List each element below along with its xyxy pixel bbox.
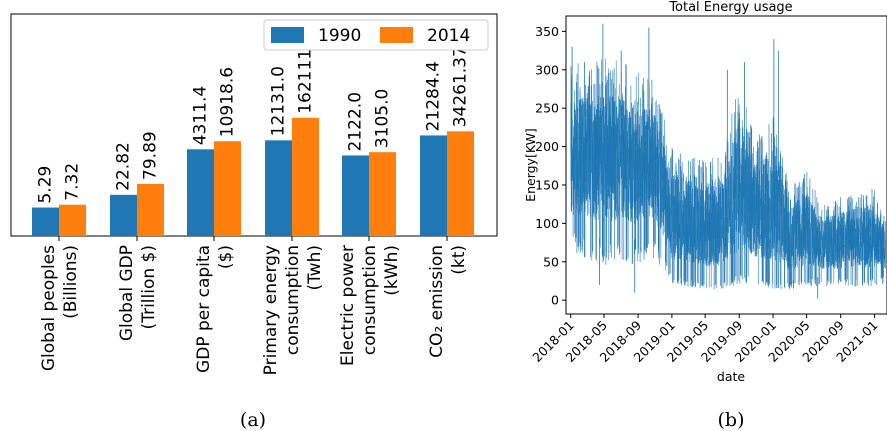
panel-b-caption: (b): [718, 409, 745, 431]
legend: 1990 2014: [263, 19, 489, 51]
category-label-4-1: consumption: [360, 245, 380, 355]
category-label-3-0: Primary energy: [261, 245, 281, 375]
bar-1990-4: [342, 155, 369, 236]
y-tick-label-350: 350: [535, 24, 559, 39]
bar-1990-0: [32, 207, 59, 236]
data-label-2014-1: 79.89: [141, 131, 161, 180]
bar-1990-3: [265, 140, 292, 236]
category-label-5-1: (kt): [449, 245, 469, 275]
panel-b-x-axis-label: date: [717, 369, 745, 384]
data-label-1990-4: 2122.0: [346, 92, 366, 151]
bar-2014-3: [292, 117, 319, 236]
data-label-2014-3: 162111.0: [296, 33, 316, 114]
data-label-2014-5: 34261.37: [451, 46, 471, 127]
bar-2014-1: [137, 183, 164, 236]
panel-a-axes-frame: [10, 13, 498, 237]
data-label-1990-5: 21284.4: [424, 61, 444, 131]
category-label-1-1: (Trillion $): [139, 245, 159, 329]
data-label-2014-2: 10918.6: [218, 67, 238, 137]
bar-1990-2: [187, 149, 214, 236]
legend-swatch-1990: [271, 27, 304, 43]
y-tick-label-0: 0: [551, 293, 559, 308]
panel-a-bars: [32, 117, 474, 236]
category-label-3-1: consumption: [283, 245, 303, 355]
panel-a-caption: (a): [240, 409, 266, 431]
energy-series-path: [570, 58, 886, 290]
bar-2014-4: [369, 152, 396, 236]
category-label-3-2: (Twh): [305, 245, 325, 291]
legend-label-1990: 1990: [318, 26, 361, 46]
data-label-2014-4: 3105.0: [373, 89, 393, 148]
bar-2014-5: [447, 131, 474, 236]
category-label-2-0: GDP per capita: [194, 245, 214, 373]
y-tick-label-300: 300: [535, 62, 559, 77]
bar-2014-0: [59, 204, 86, 236]
bar-2014-2: [214, 141, 241, 236]
legend-box: [263, 19, 489, 51]
data-label-2014-0: 7.32: [63, 163, 83, 201]
category-label-0-0: Global peoples: [39, 245, 59, 371]
panel-b: Total Energy usage 0 50 100 150 200 250 300 350…: [523, 0, 887, 431]
y-tick-label-200: 200: [535, 139, 559, 154]
category-label-4-0: Electric power: [338, 245, 358, 366]
category-label-1-0: Global GDP: [117, 245, 137, 341]
y-tick-label-100: 100: [535, 216, 559, 231]
panel-a-x-tick-labels: Global peoples (Billions) Global GDP (Trill…: [39, 236, 469, 375]
y-tick-label-150: 150: [535, 177, 559, 192]
y-tick-label-250: 250: [535, 101, 559, 116]
panel-b-x-ticks: 2018-012018-052018-092019-012019-052019-…: [529, 314, 881, 365]
category-label-2-1: ($): [216, 245, 236, 269]
panel-b-y-axis-label: Energy[KW]: [523, 128, 538, 202]
legend-swatch-2014: [380, 27, 413, 43]
panel-b-y-ticks: 0 50 100 150 200 250 300 350: [535, 24, 566, 308]
data-label-1990-2: 4311.4: [191, 86, 211, 145]
panel-b-axes-frame: [565, 15, 887, 315]
category-label-0-1: (Billions): [61, 245, 81, 319]
category-label-4-2: (kWh): [382, 245, 402, 296]
category-label-5-0: CO₂ emission: [427, 245, 447, 358]
y-tick-label-50: 50: [543, 254, 559, 269]
panel-b-title: Total Energy usage: [668, 0, 792, 15]
data-label-1990-0: 5.29: [36, 166, 56, 204]
data-label-1990-3: 12131.0: [269, 66, 289, 136]
panel-a: 5.29 7.32 22.82 79.89 4311.4 10918.6 12131.0 16…: [10, 13, 498, 431]
panel-a-data-labels: 5.29 7.32 22.82 79.89 4311.4 10918.6 12131.0 16…: [36, 33, 471, 204]
data-label-1990-1: 22.82: [114, 142, 134, 191]
energy-usage-line: [570, 23, 886, 299]
legend-label-2014: 2014: [427, 26, 470, 46]
bar-1990-5: [420, 135, 447, 236]
bar-1990-1: [110, 194, 137, 236]
